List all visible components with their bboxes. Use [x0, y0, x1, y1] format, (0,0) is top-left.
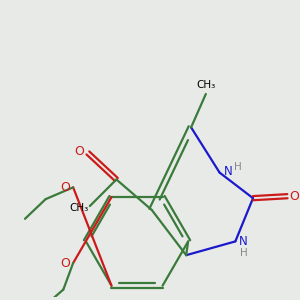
Text: O: O [75, 145, 85, 158]
Text: H: H [240, 248, 248, 258]
Text: O: O [60, 256, 70, 269]
Text: O: O [60, 181, 70, 194]
Text: CH₃: CH₃ [196, 80, 215, 90]
Text: O: O [289, 190, 299, 203]
Text: N: N [224, 165, 232, 178]
Text: N: N [239, 235, 248, 248]
Text: CH₃: CH₃ [69, 202, 88, 212]
Text: H: H [234, 162, 242, 172]
